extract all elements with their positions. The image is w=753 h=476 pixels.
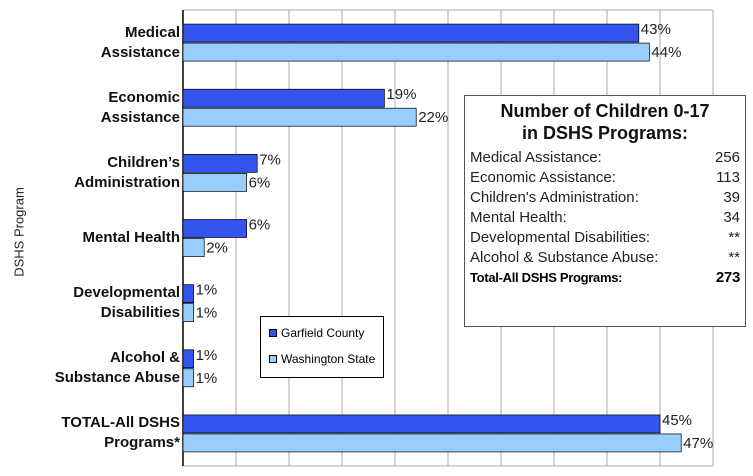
category-label: Alcohol & Substance Abuse	[54, 349, 180, 387]
inset-row: Medical Assistance: 256	[470, 148, 740, 168]
data-label: 1%	[196, 282, 218, 299]
bar	[182, 238, 205, 257]
data-label: 22%	[418, 109, 448, 126]
inset-total: Total-All DSHS Programs: 273	[470, 268, 740, 288]
bar	[182, 284, 194, 303]
category-label: Mental Health	[82, 229, 180, 246]
inset-row-label: Children's Administration:	[470, 189, 639, 206]
category-label: Economic Assistance	[100, 88, 180, 126]
bar	[182, 368, 194, 388]
inset-row-label: Mental Health:	[470, 209, 567, 226]
category-label: Medical Assistance	[100, 23, 180, 61]
inset-total-value: 273	[715, 269, 740, 286]
data-label: 47%	[683, 435, 713, 452]
legend-item: Garfield County	[269, 323, 383, 343]
data-label: 6%	[249, 174, 271, 191]
data-label: 19%	[386, 86, 416, 103]
inset-row-value: 256	[714, 149, 740, 166]
inset-row-value: **	[728, 229, 740, 246]
data-label: 1%	[196, 305, 218, 322]
data-label: 1%	[196, 370, 218, 387]
inset-title: Number of Children 0-17 in DSHS Programs…	[500, 101, 710, 143]
y-axis-label: DSHS Program	[11, 187, 26, 277]
bar	[182, 433, 682, 453]
inset-row-label: Alcohol & Substance Abuse:	[470, 249, 659, 266]
inset-row: Alcohol & Substance Abuse: **	[470, 248, 740, 268]
data-label: 6%	[249, 216, 271, 233]
inset-row-label: Medical Assistance:	[470, 149, 602, 166]
legend-swatch	[269, 329, 277, 337]
bar	[182, 303, 194, 322]
data-label: 7%	[259, 151, 281, 168]
category-label: Developmental Disabilities	[73, 284, 180, 322]
inset-row: Mental Health: 34	[470, 208, 740, 228]
bar	[182, 219, 247, 238]
category-label: Children’s Administration	[74, 153, 180, 191]
inset-row-value: **	[728, 249, 740, 266]
inset-row-value: 39	[723, 189, 740, 206]
bar	[182, 42, 650, 62]
inset-row-label: Economic Assistance:	[470, 169, 616, 186]
data-label: 1%	[196, 347, 218, 364]
data-label: 2%	[206, 239, 228, 256]
legend: Garfield County Washington State	[260, 316, 384, 378]
category-label: TOTAL-All DSHS Programs*	[61, 414, 180, 452]
bar	[182, 88, 385, 108]
inset-row: Economic Assistance: 113	[470, 168, 740, 188]
legend-item: Washington State	[269, 349, 383, 369]
inset-row: Developmental Disabilities: **	[470, 228, 740, 248]
inset-panel: Number of Children 0-17 in DSHS Programs…	[464, 95, 746, 327]
bar	[182, 23, 640, 43]
bar	[182, 154, 258, 173]
legend-label: Garfield County	[281, 326, 365, 340]
data-label: 45%	[662, 412, 692, 429]
legend-swatch	[269, 355, 277, 363]
bar	[182, 414, 661, 434]
bar	[182, 173, 247, 192]
bar	[182, 107, 417, 127]
inset-row-value: 34	[723, 209, 740, 226]
inset-row-label: Developmental Disabilities:	[470, 229, 651, 246]
inset-total-label: Total-All DSHS Programs:	[470, 270, 623, 285]
inset-row-value: 113	[716, 169, 740, 186]
legend-label: Washington State	[281, 352, 376, 366]
data-label: 44%	[651, 44, 681, 61]
data-label: 43%	[641, 21, 671, 38]
bar	[182, 349, 194, 369]
inset-row: Children's Administration: 39	[470, 188, 740, 208]
